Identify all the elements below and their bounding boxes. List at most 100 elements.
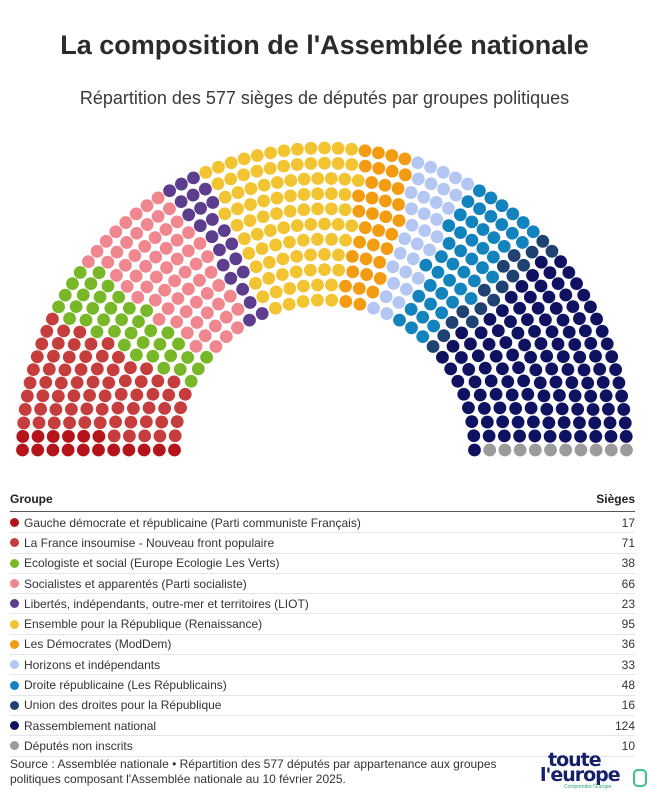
seat-dot <box>462 401 475 415</box>
seat-dot <box>416 310 430 324</box>
seat-dot <box>399 265 413 279</box>
seat-dot <box>79 350 93 364</box>
seat-dot <box>61 443 75 457</box>
seat-dot <box>544 443 557 457</box>
seat-dot <box>476 261 489 275</box>
seat-dot <box>332 248 345 262</box>
seat-dot <box>190 316 204 329</box>
seat-dot <box>385 149 399 162</box>
seat-dot <box>201 250 214 263</box>
seat-dot <box>128 249 142 262</box>
seat-dot <box>99 234 113 248</box>
hemicycle-chart <box>16 141 633 457</box>
seat-dot <box>568 389 582 403</box>
seat-dot <box>501 375 515 389</box>
seat-dot <box>489 349 503 363</box>
seat-dot <box>124 361 137 375</box>
seat-dot <box>618 416 632 430</box>
seat-dot <box>457 387 471 401</box>
legend-seat-count: 10 <box>621 738 635 753</box>
seat-dot <box>290 158 304 171</box>
seat-dot <box>570 277 583 291</box>
seat-dot <box>118 374 132 388</box>
seat-dot <box>178 387 192 401</box>
seat-dot <box>497 239 511 253</box>
legend-dot-icon <box>10 721 19 731</box>
seat-dot <box>42 362 56 376</box>
seat-dot <box>153 429 167 443</box>
seat-dot <box>429 196 443 209</box>
legend-row: La France insoumise - Nouveau front popu… <box>10 533 635 554</box>
legend-dot-icon <box>10 558 19 568</box>
seat-dot <box>423 243 436 257</box>
seat-dot <box>504 290 518 304</box>
seat-dot <box>124 415 138 429</box>
seat-dot <box>545 362 559 376</box>
seat-dot <box>264 224 277 237</box>
seat-dot <box>90 362 104 376</box>
toute-leurope-logo: toute l'europe Comprendre l'Europe <box>540 751 647 795</box>
seat-dot <box>505 226 519 240</box>
seat-dot <box>353 297 367 311</box>
seat-dot <box>146 387 160 401</box>
legend-seat-count: 17 <box>621 515 635 530</box>
legend-seat-count: 33 <box>621 657 635 672</box>
legend-dot-icon <box>10 680 19 690</box>
seat-dot <box>198 329 212 343</box>
legend-dot-icon <box>10 599 19 609</box>
seat-dot <box>262 255 276 269</box>
seat-dot <box>339 295 353 308</box>
seat-dot <box>138 239 152 253</box>
seat-dot <box>556 350 570 364</box>
seat-dot <box>205 213 219 226</box>
seat-dot <box>461 195 475 209</box>
seat-dot <box>495 199 509 213</box>
seat-dot <box>495 218 509 231</box>
seat-dot <box>256 290 270 304</box>
seat-dot <box>250 227 264 241</box>
seat-dot <box>318 248 331 261</box>
seat-dot <box>581 376 595 390</box>
seat-dot <box>18 403 32 416</box>
seat-dot <box>487 293 501 307</box>
seat-dot <box>468 375 482 389</box>
seat-dot <box>98 389 112 403</box>
seat-dot <box>604 429 618 443</box>
seat-dot <box>529 363 543 377</box>
seat-dot <box>311 202 325 216</box>
seat-dot <box>104 301 118 315</box>
seat-dot <box>620 443 633 457</box>
seat-dot <box>80 402 94 416</box>
seat-dot <box>70 376 84 389</box>
seat-dot <box>146 349 160 363</box>
seat-dot <box>517 258 530 272</box>
seat-dot <box>263 161 277 175</box>
seat-dot <box>513 429 526 443</box>
seat-dot <box>604 443 618 457</box>
legend-dot-icon <box>10 741 19 751</box>
seat-dot <box>555 402 569 416</box>
seat-dot <box>304 141 318 155</box>
seat-dot <box>392 296 406 309</box>
legend-row: Libertés, indépendants, outre-mer et ter… <box>10 594 635 615</box>
seat-dot <box>46 312 59 326</box>
seat-dot <box>194 201 207 215</box>
seat-dot <box>542 416 556 430</box>
seat-dot <box>551 337 565 351</box>
seat-dot <box>518 338 532 352</box>
seat-dot <box>34 402 48 416</box>
seat-dot <box>482 429 496 443</box>
seat-dot <box>534 337 548 350</box>
seat-dot <box>411 271 425 285</box>
seat-dot <box>23 376 37 390</box>
seat-dot <box>366 238 380 252</box>
seat-dot <box>212 297 225 311</box>
seat-dot <box>174 195 188 209</box>
seat-dot <box>161 302 175 315</box>
seat-dot <box>67 389 81 403</box>
seat-dot <box>456 305 470 319</box>
seat-dot <box>442 219 456 233</box>
seat-dot <box>170 252 184 266</box>
seat-dot <box>445 316 459 329</box>
seat-dot <box>243 313 256 327</box>
